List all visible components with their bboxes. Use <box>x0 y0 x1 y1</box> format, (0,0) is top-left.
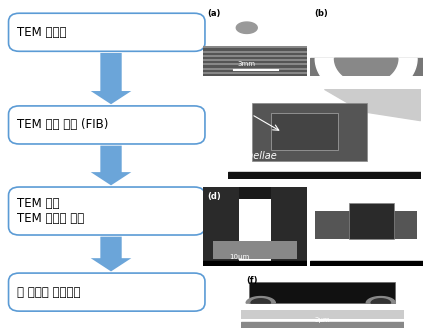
Text: 10μm: 10μm <box>338 254 358 260</box>
Bar <box>228 171 420 179</box>
Polygon shape <box>91 237 131 271</box>
Bar <box>213 241 296 259</box>
Text: (f): (f) <box>245 276 257 285</box>
Text: TEM 그리그: TEM 그리그 <box>17 26 66 39</box>
Bar <box>309 261 422 266</box>
Polygon shape <box>250 299 270 303</box>
Text: 3mm: 3mm <box>237 61 255 67</box>
Bar <box>241 322 403 328</box>
Polygon shape <box>334 58 397 83</box>
Polygon shape <box>236 22 256 33</box>
Bar <box>202 187 307 223</box>
Bar <box>202 46 307 48</box>
Polygon shape <box>223 14 269 42</box>
Bar <box>202 66 307 68</box>
Bar <box>202 68 307 70</box>
Bar <box>314 211 416 239</box>
Text: (d): (d) <box>207 192 220 201</box>
Bar <box>202 57 307 59</box>
FancyBboxPatch shape <box>9 187 204 235</box>
Text: (e): (e) <box>314 192 327 201</box>
Polygon shape <box>91 53 131 104</box>
Bar <box>239 199 270 243</box>
Bar <box>251 103 366 161</box>
Text: 저 에너지 이온밀링: 저 에너지 이온밀링 <box>17 286 81 299</box>
Text: TEM 박판 가공 (FIB): TEM 박판 가공 (FIB) <box>17 118 108 131</box>
Polygon shape <box>324 89 420 120</box>
Bar <box>202 63 307 66</box>
Text: (a): (a) <box>207 9 220 18</box>
Polygon shape <box>91 146 131 185</box>
Bar <box>202 187 239 266</box>
Bar <box>270 113 337 150</box>
Bar <box>348 203 394 239</box>
Bar <box>309 58 422 76</box>
Bar <box>249 282 394 303</box>
Polygon shape <box>245 297 275 303</box>
FancyBboxPatch shape <box>9 13 204 51</box>
Bar <box>202 61 307 63</box>
FancyBboxPatch shape <box>9 273 204 311</box>
Text: TEM 박판
TEM 그리드 접합: TEM 박판 TEM 그리드 접합 <box>17 197 84 225</box>
Bar <box>202 59 307 61</box>
Text: 2μm: 2μm <box>314 317 329 323</box>
Bar <box>202 72 307 74</box>
Bar <box>241 310 403 319</box>
Text: (b): (b) <box>314 9 327 18</box>
Bar <box>270 187 307 266</box>
Bar <box>202 53 307 55</box>
Bar <box>202 48 307 51</box>
FancyBboxPatch shape <box>9 106 204 144</box>
Text: (c): (c) <box>236 96 248 105</box>
Polygon shape <box>366 297 394 303</box>
Bar <box>202 70 307 72</box>
Polygon shape <box>314 58 416 97</box>
Bar <box>202 261 307 266</box>
Text: 10μm: 10μm <box>229 254 249 260</box>
Bar <box>202 55 307 57</box>
Polygon shape <box>370 299 390 303</box>
Text: lamellae: lamellae <box>236 151 277 161</box>
Bar <box>202 51 307 53</box>
Bar <box>202 74 307 76</box>
